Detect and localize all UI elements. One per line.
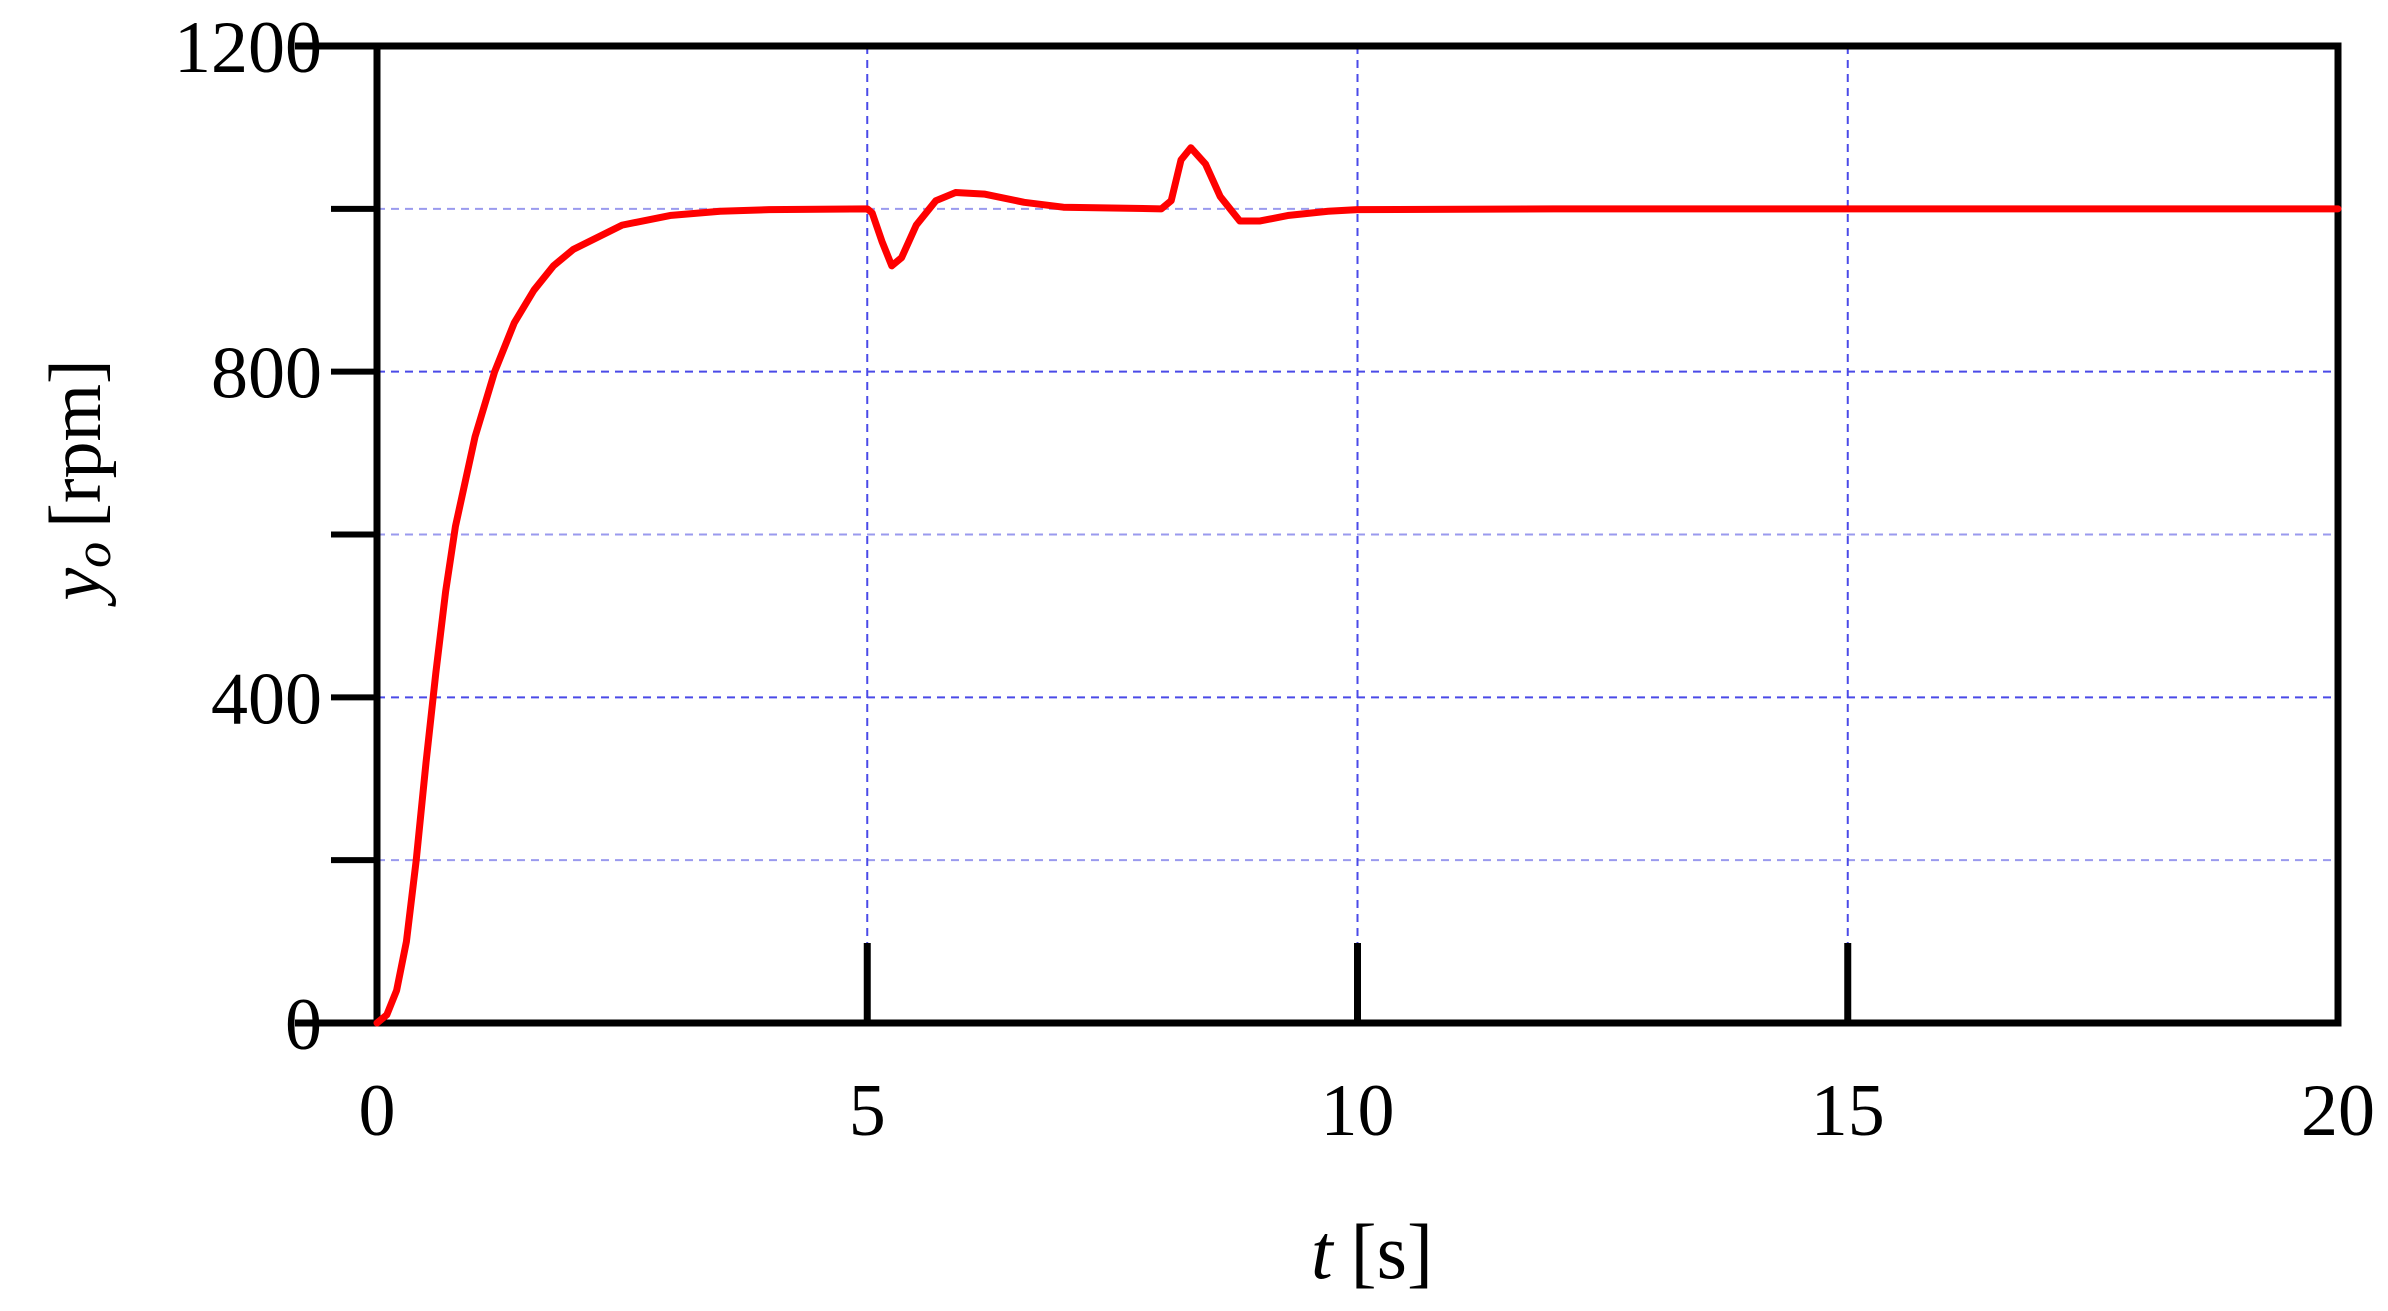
y-label-subscript: o <box>65 542 122 568</box>
x-label-unit: [s] <box>1351 1208 1433 1295</box>
x-axis-label: t [s] <box>1311 1208 1433 1295</box>
x-label-symbol: t <box>1311 1208 1335 1295</box>
y-label-unit: [rpm] <box>35 359 117 528</box>
y-axis-label: yo [rpm] <box>35 359 122 607</box>
x-tick-label: 0 <box>359 1070 396 1152</box>
data-line <box>373 144 2342 1027</box>
x-tick-label: 5 <box>849 1070 886 1152</box>
plot-frame <box>373 42 2342 1027</box>
y-tick-label: 400 <box>211 658 322 740</box>
x-tick-label: 15 <box>1811 1070 1885 1152</box>
x-tick-label: 10 <box>1321 1070 1395 1152</box>
x-tick-label: 20 <box>2301 1070 2375 1152</box>
y-tick-label: 800 <box>211 333 322 415</box>
y-label-symbol: y <box>35 568 117 608</box>
